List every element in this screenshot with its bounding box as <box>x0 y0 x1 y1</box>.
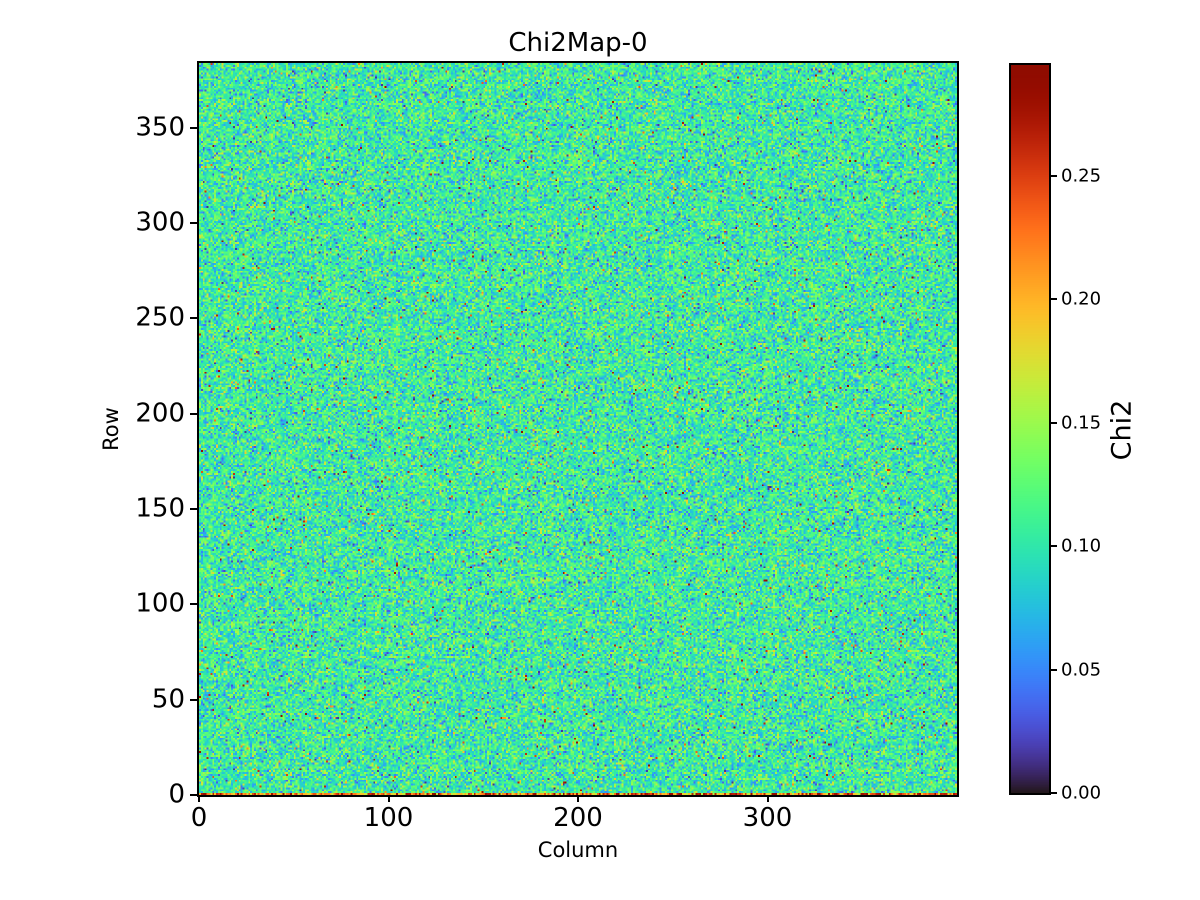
y-tick-label: 250 <box>135 302 185 333</box>
colorbar <box>1009 63 1051 795</box>
y-tick-mark <box>190 698 197 701</box>
y-tick-mark <box>190 126 197 129</box>
x-tick-label: 300 <box>742 803 793 833</box>
colorbar-tick-mark <box>1051 545 1057 548</box>
y-axis-label: Row <box>99 407 123 451</box>
heatmap-plot <box>197 61 959 797</box>
y-tick-label: 300 <box>135 207 185 238</box>
colorbar-tick-label: 0.05 <box>1061 659 1102 681</box>
colorbar-tick-label: 0.20 <box>1061 288 1102 310</box>
x-tick-mark <box>198 795 200 802</box>
colorbar-tick-label: 0.10 <box>1061 535 1102 557</box>
y-tick-label: 50 <box>151 684 185 715</box>
y-tick-mark <box>190 794 197 796</box>
y-tick-mark <box>190 508 197 511</box>
colorbar-tick-mark <box>1051 668 1057 671</box>
heatmap-canvas <box>199 63 957 795</box>
y-tick-label: 100 <box>135 588 185 619</box>
colorbar-tick-mark <box>1051 298 1057 301</box>
x-tick-label: 0 <box>190 803 208 833</box>
colorbar-tick-mark <box>1051 421 1057 424</box>
x-tick-mark <box>766 795 769 802</box>
y-tick-mark <box>190 317 197 320</box>
colorbar-tick-label: 0.25 <box>1061 165 1102 187</box>
x-axis-label: Column <box>537 838 619 862</box>
y-tick-label: 0 <box>168 779 185 810</box>
colorbar-label: Chi2 <box>1106 399 1138 461</box>
x-tick-mark <box>577 795 579 802</box>
x-tick-label: 200 <box>553 803 603 833</box>
chart-title: Chi2Map-0 <box>508 28 648 58</box>
x-tick-label: 100 <box>363 803 414 833</box>
y-tick-mark <box>190 412 197 415</box>
y-tick-label: 350 <box>135 112 185 143</box>
colorbar-tick-mark <box>1051 792 1057 794</box>
y-tick-mark <box>190 603 197 606</box>
colorbar-tick-label: 0.00 <box>1061 782 1102 804</box>
colorbar-tick-mark <box>1051 175 1057 178</box>
colorbar-canvas <box>1011 65 1049 793</box>
x-tick-mark <box>387 795 390 802</box>
y-tick-mark <box>190 222 197 225</box>
colorbar-tick-label: 0.15 <box>1061 412 1102 434</box>
y-tick-label: 200 <box>135 398 185 429</box>
y-tick-label: 150 <box>135 493 185 524</box>
